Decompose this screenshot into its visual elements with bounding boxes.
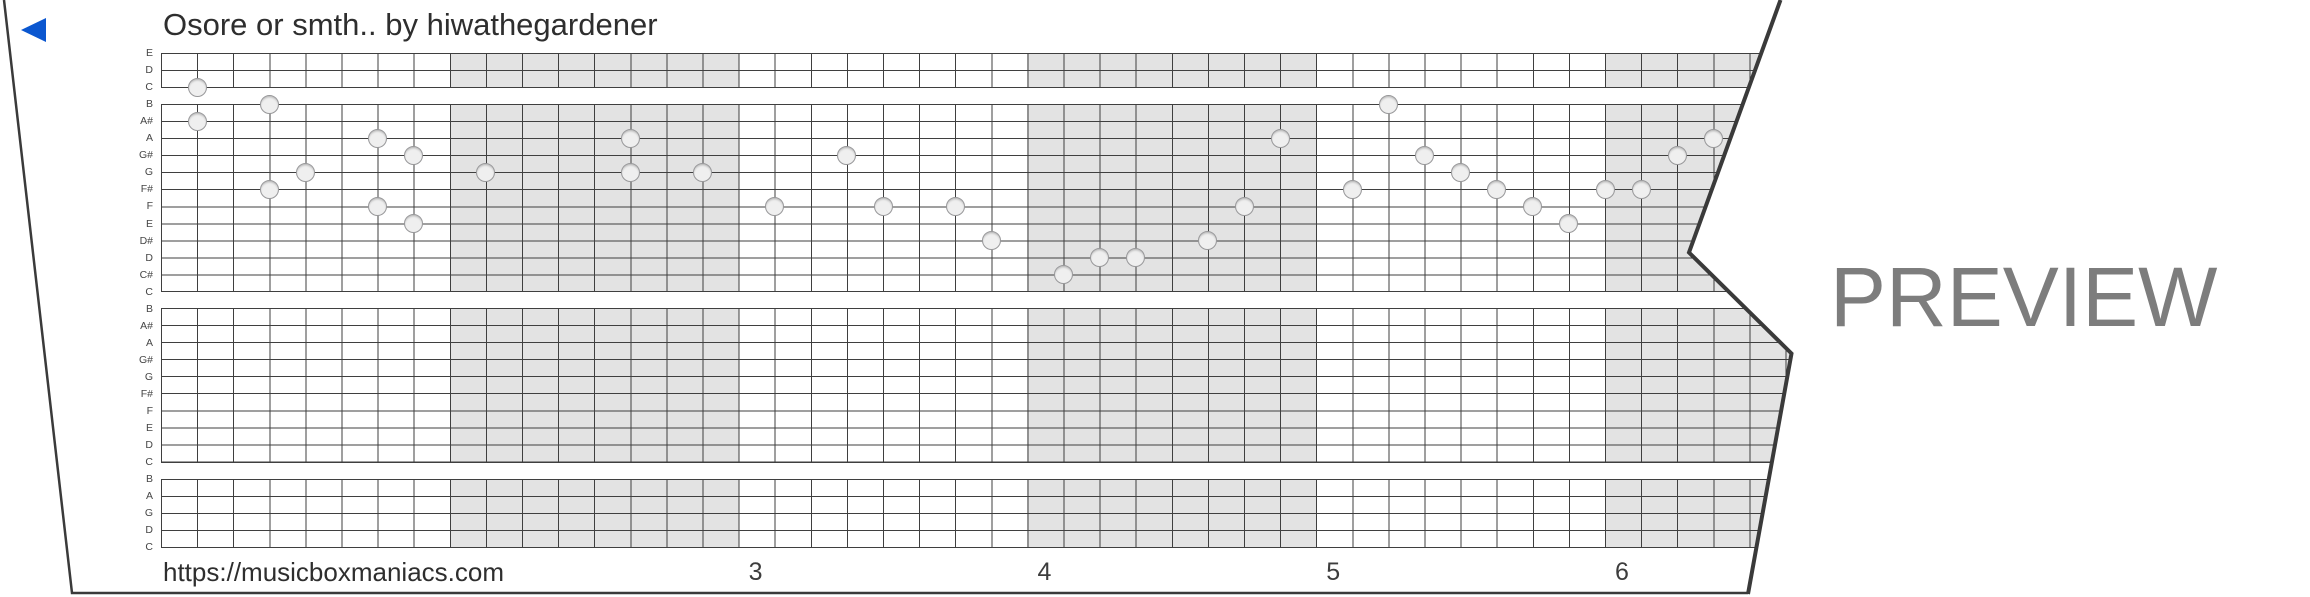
grid-lines <box>161 308 1792 463</box>
grid-section-2 <box>161 308 1792 463</box>
grid-lines <box>161 103 1792 293</box>
grid-section-1 <box>161 103 1792 293</box>
grid-section-0 <box>161 52 1792 88</box>
grid-section-3 <box>161 478 1792 548</box>
preview-watermark: PREVIEW <box>1830 250 2218 344</box>
grid-lines <box>161 52 1792 88</box>
grid-lines <box>161 478 1792 548</box>
